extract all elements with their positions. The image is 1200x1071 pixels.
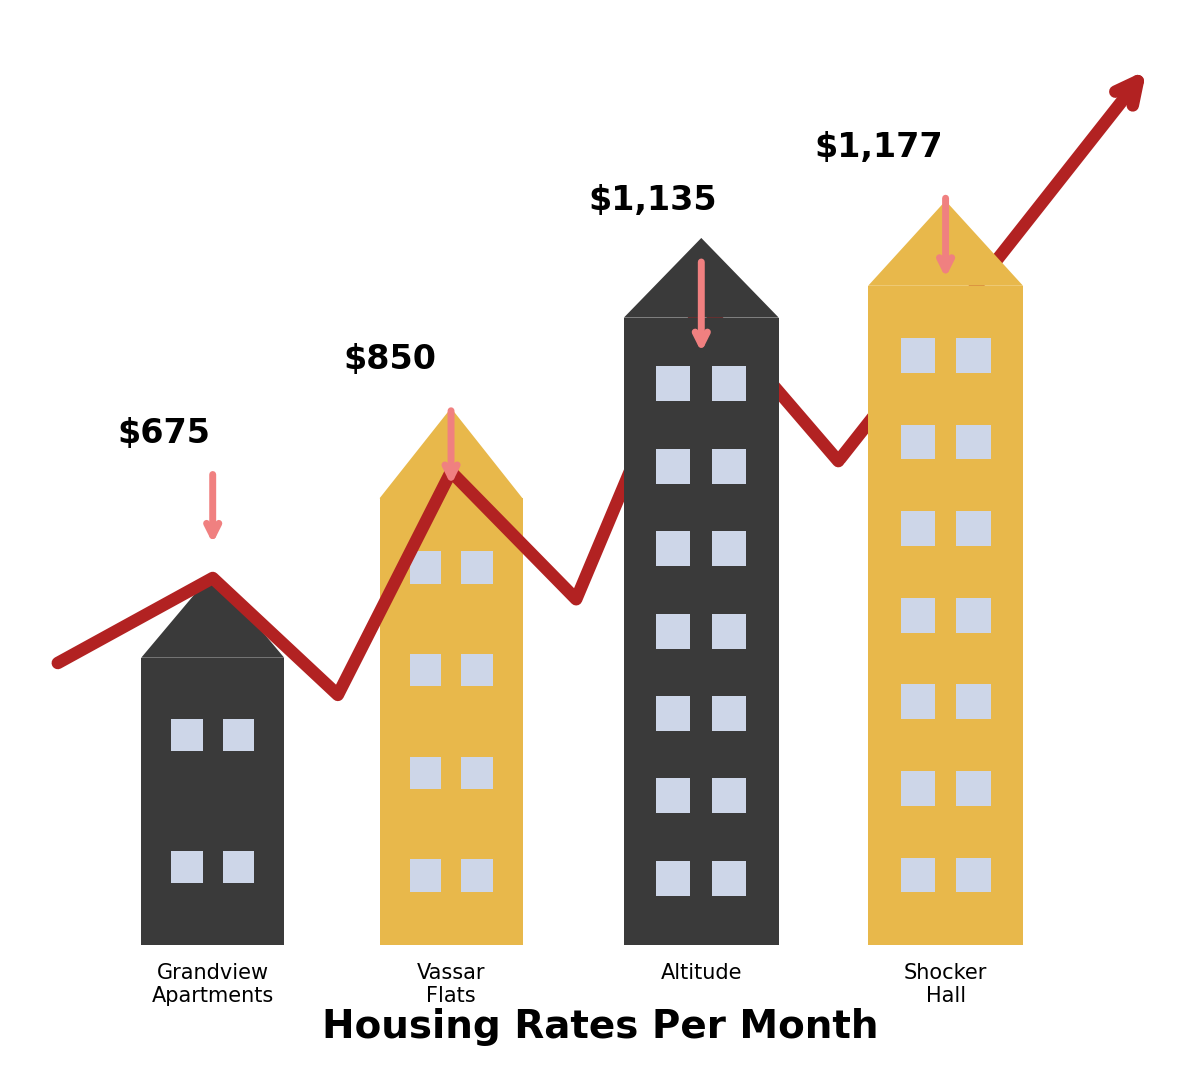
Bar (956, 858, 990, 892)
Bar (868, 286, 1024, 945)
Bar (901, 424, 935, 459)
Text: Housing Rates Per Month: Housing Rates Per Month (322, 1008, 878, 1045)
Polygon shape (142, 573, 284, 658)
Polygon shape (379, 408, 522, 498)
Bar (409, 757, 442, 789)
Bar (956, 511, 990, 546)
Bar (956, 598, 990, 633)
Bar (712, 531, 746, 567)
Bar (712, 779, 746, 813)
Bar (956, 684, 990, 720)
Text: Grandview
Apartments: Grandview Apartments (151, 963, 274, 1006)
Bar (656, 449, 690, 484)
Bar (624, 318, 779, 945)
Bar (901, 684, 935, 720)
Text: Vassar
Flats: Vassar Flats (416, 963, 485, 1006)
Bar (901, 338, 935, 373)
Bar (461, 859, 492, 891)
Bar (409, 552, 442, 584)
Bar (901, 771, 935, 805)
Text: $675: $675 (118, 418, 210, 451)
Bar (956, 338, 990, 373)
Bar (142, 658, 284, 945)
Bar (712, 861, 746, 895)
Bar (712, 614, 746, 649)
Bar (461, 654, 492, 687)
Bar (409, 654, 442, 687)
Bar (656, 531, 690, 567)
Bar (901, 858, 935, 892)
Text: $1,177: $1,177 (815, 131, 943, 164)
Bar (956, 424, 990, 459)
Bar (461, 757, 492, 789)
Bar (712, 696, 746, 731)
Bar (656, 779, 690, 813)
Bar (712, 366, 746, 402)
Bar (656, 696, 690, 731)
Bar (461, 552, 492, 584)
Bar (172, 719, 203, 751)
Bar (656, 366, 690, 402)
Bar (901, 598, 935, 633)
Bar (901, 511, 935, 546)
Text: $850: $850 (343, 343, 437, 376)
Bar (223, 851, 254, 884)
Text: $1,135: $1,135 (588, 184, 716, 216)
Polygon shape (868, 200, 1024, 286)
Bar (223, 719, 254, 751)
Bar (656, 861, 690, 895)
Bar (712, 449, 746, 484)
Bar (956, 771, 990, 805)
Bar (379, 498, 522, 945)
Polygon shape (624, 238, 779, 318)
Bar (656, 614, 690, 649)
Text: Altitude: Altitude (660, 963, 742, 983)
Text: Shocker
Hall: Shocker Hall (904, 963, 988, 1006)
Bar (409, 859, 442, 891)
Bar (172, 851, 203, 884)
